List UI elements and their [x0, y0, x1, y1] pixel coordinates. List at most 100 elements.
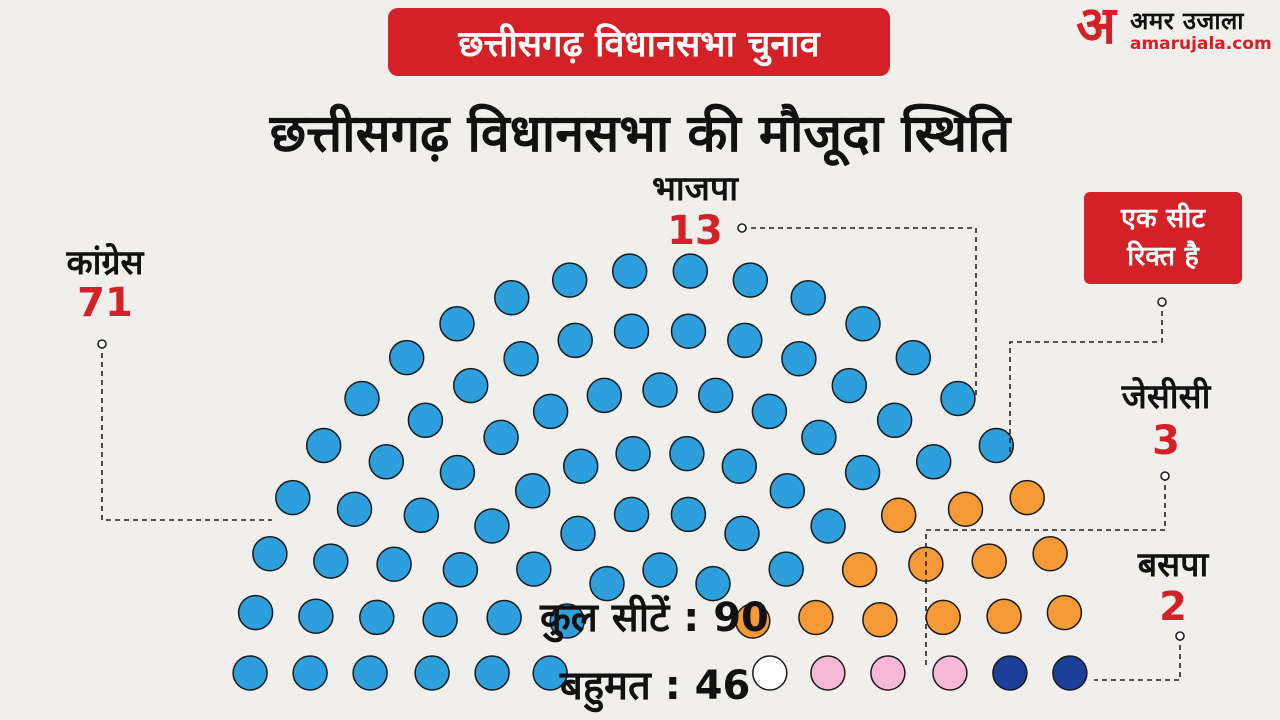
seat-party-0 [359, 599, 395, 636]
leader-line-congress-endpoint [97, 339, 107, 349]
label-jcc: जेसीसी [1121, 377, 1211, 417]
seat-party-0 [978, 427, 1015, 464]
seat-party-1 [925, 599, 961, 636]
seat-party-0 [876, 402, 913, 439]
label-bsp: बसपा [1137, 545, 1209, 585]
seat-party-0 [801, 419, 837, 456]
seat-party-0 [642, 372, 678, 408]
seat-party-0 [376, 546, 412, 582]
leader-line-vacant-endpoint [1157, 297, 1167, 307]
leader-line-congress [101, 344, 272, 521]
count-bsp: 2 [1159, 584, 1187, 630]
seat-party-0 [915, 444, 952, 480]
seat-party-0 [486, 599, 522, 636]
seat-party-1 [841, 552, 878, 588]
seat-party-3 [1052, 655, 1088, 691]
seat-party-0 [642, 552, 678, 588]
count-jcc: 3 [1152, 418, 1180, 464]
seat-party-0 [305, 427, 342, 464]
seat-party-0 [562, 448, 599, 484]
seat-party-1 [1009, 479, 1045, 516]
seat-party-0 [895, 339, 932, 376]
leader-line-bjp-endpoint [737, 223, 747, 233]
seat-party-0 [810, 508, 846, 544]
seat-party-0 [549, 603, 585, 639]
seat-party-0 [368, 444, 405, 480]
seat-party-0 [313, 543, 349, 579]
seat-party-0 [769, 473, 806, 509]
page-title: छत्तीसगढ़ विधानसभा की मौजूदा स्थिति [269, 104, 1011, 164]
label-bjp: भाजपा [651, 169, 739, 209]
seat-party-0 [237, 594, 274, 631]
leader-line-bjp [742, 227, 977, 398]
logo-hindi-name: अमर उजाला [1130, 7, 1245, 35]
seat-party-1 [735, 603, 771, 639]
seat-party-0 [557, 322, 593, 359]
majority-value: 46 [694, 663, 751, 709]
seat-party-0 [414, 655, 450, 691]
total-seats-label: कुल सीटें [540, 595, 670, 641]
leader-line-bsp [1094, 636, 1181, 681]
seat-party-0 [532, 655, 568, 691]
count-bjp: 13 [667, 208, 723, 254]
seat-party-0 [474, 508, 510, 544]
seat-party-1 [986, 598, 1022, 634]
seat-party-0 [232, 655, 268, 691]
seat-party-0 [516, 551, 552, 587]
seat-party-0 [672, 253, 709, 289]
seat-party-0 [407, 402, 444, 439]
leader-line-vacant [1009, 302, 1163, 452]
seat-party-0 [344, 380, 380, 417]
majority-label: बहुमत [560, 663, 651, 709]
seat-party-0 [669, 435, 705, 472]
seat-party-0 [751, 393, 788, 430]
seat-party-0 [831, 367, 868, 404]
seat-party-0 [721, 448, 758, 484]
seat-party-0 [503, 340, 539, 377]
seat-party-0 [422, 601, 458, 638]
seat-party-0 [275, 479, 311, 516]
total-seats-stat: कुल सीटें : 90 [540, 595, 769, 641]
seat-party-0 [452, 367, 489, 404]
seat-party-0 [442, 552, 479, 588]
seat-party-1 [971, 543, 1007, 579]
logo-mark: अ [1076, 0, 1116, 56]
seat-party-0 [768, 551, 804, 587]
seat-party-2 [810, 655, 846, 691]
seat-party-1 [1032, 535, 1068, 572]
seat-party-0 [695, 565, 731, 602]
seat-party-0 [292, 655, 328, 691]
vacant-line-1: एक सीट [1121, 203, 1205, 234]
seat-party-0 [560, 515, 596, 552]
seat-party-0 [352, 655, 388, 691]
seat-party-1 [862, 601, 898, 638]
seat-party-0 [298, 598, 334, 634]
seat-party-0 [727, 322, 763, 359]
seat-party-0 [252, 535, 288, 572]
seat-party-0 [670, 496, 707, 533]
seat-party-0 [781, 340, 817, 377]
seat-party-0 [790, 279, 826, 316]
seat-party-0 [403, 497, 440, 534]
seat-party-2 [870, 655, 906, 691]
count-congress: 71 [77, 280, 133, 326]
seat-party-0 [439, 454, 476, 491]
seat-party-0 [551, 262, 588, 298]
seat-vacant [752, 655, 788, 691]
seat-party-0 [494, 279, 530, 316]
leader-line-jcc [925, 476, 1166, 668]
seat-party-0 [615, 435, 651, 472]
leader-line-jcc-endpoint [1160, 471, 1170, 481]
seat-party-0 [613, 313, 650, 349]
logo-site: amarujala.com [1130, 34, 1272, 54]
seat-party-0 [336, 491, 373, 527]
election-tag-banner: छत्तीसगढ़ विधानसभा चुनाव [388, 8, 890, 76]
seat-party-0 [845, 306, 881, 342]
seat-party-0 [724, 515, 760, 552]
seat-party-0 [697, 377, 734, 414]
seat-party-0 [613, 496, 650, 533]
seat-party-0 [388, 339, 425, 376]
seat-party-0 [532, 393, 569, 430]
seat-party-3 [992, 655, 1028, 691]
seat-party-0 [483, 419, 519, 456]
